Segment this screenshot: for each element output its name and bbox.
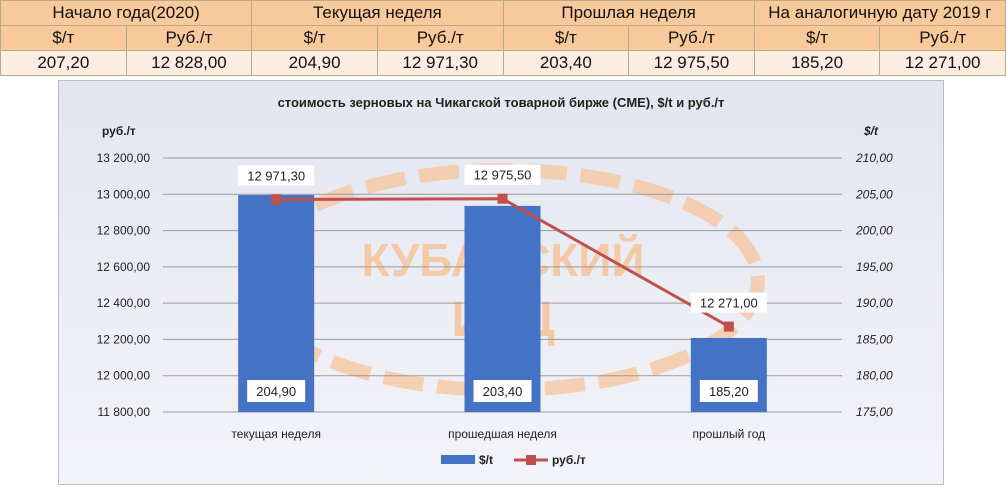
line-data-label: 12 971,30 — [247, 168, 305, 183]
bar-label-bg — [247, 380, 306, 402]
left-tick-label: 12 600,00 — [97, 260, 151, 274]
value-cell: 185,20 — [753, 50, 881, 76]
line-point — [271, 194, 282, 205]
value-cell: 204,90 — [251, 50, 378, 76]
bar-label-bg — [473, 380, 532, 402]
bar — [464, 205, 541, 412]
header-same-date-2019: На аналогичную дату 2019 г — [753, 0, 1006, 26]
line-label-bg — [690, 292, 767, 313]
unit-cell: Руб./т — [879, 25, 1006, 51]
left-tick-label: 12 200,00 — [97, 332, 151, 346]
value-cell: 12 971,30 — [376, 50, 504, 76]
left-axis-label: руб./т — [102, 124, 136, 138]
unit-cell: Руб./т — [628, 25, 755, 51]
line-point — [723, 321, 734, 332]
right-tick-label: 175,00 — [856, 405, 893, 419]
bar-data-label: 204,90 — [256, 384, 296, 399]
header-previous-week: Прошлая неделя — [502, 0, 755, 26]
category-label: прошедшая неделя — [448, 427, 557, 441]
header-year-start: Начало года(2020) — [0, 0, 253, 26]
right-tick-label: 205,00 — [855, 187, 893, 201]
line-data-label: 12 271,00 — [700, 296, 758, 311]
line-data-label: 12 975,50 — [474, 168, 532, 183]
right-tick-label: 185,00 — [856, 332, 893, 346]
left-tick-label: 12 400,00 — [97, 296, 151, 310]
right-tick-label: 180,00 — [856, 369, 893, 383]
table-header-row: Начало года(2020) Текущая неделя Прошлая… — [0, 0, 1006, 26]
unit-cell: Руб./т — [125, 25, 253, 51]
legend-line-marker — [526, 455, 536, 465]
legend-line-label: руб./т — [552, 453, 586, 467]
right-tick-label: 195,00 — [856, 260, 893, 274]
right-tick-label: 210,00 — [855, 151, 893, 165]
value-cell: 12 271,00 — [879, 50, 1006, 76]
unit-cell: $/т — [0, 25, 127, 51]
left-tick-label: 11 800,00 — [98, 405, 151, 419]
right-axis-label: $/t — [863, 124, 879, 138]
header-current-week: Текущая неделя — [251, 0, 504, 26]
value-cell: 207,20 — [0, 50, 127, 76]
bar-data-label: 185,20 — [709, 384, 749, 399]
table-units-row: $/т Руб./т $/т Руб./т $/т Руб./т $/т Руб… — [0, 25, 1006, 51]
table-values-row: 207,20 12 828,00 204,90 12 971,30 203,40… — [0, 50, 1006, 76]
category-label: текущая неделя — [231, 427, 321, 441]
line-point — [497, 193, 508, 204]
left-tick-label: 13 000,00 — [97, 187, 151, 201]
left-tick-label: 13 200,00 — [97, 151, 151, 165]
bar-data-label: 203,40 — [483, 384, 523, 399]
value-cell: 12 975,50 — [628, 50, 755, 76]
unit-cell: Руб./т — [376, 25, 504, 51]
value-cell: 203,40 — [502, 50, 630, 76]
right-tick-label: 200,00 — [855, 224, 893, 238]
price-table: Начало года(2020) Текущая неделя Прошлая… — [0, 0, 1006, 76]
unit-cell: $/т — [502, 25, 630, 51]
legend-bar-label: $/t — [479, 453, 493, 467]
unit-cell: $/т — [753, 25, 881, 51]
legend-bar-swatch — [441, 455, 475, 464]
chart-title: стоимость зерновых на Чикагской товарной… — [278, 95, 725, 110]
line-label-bg — [464, 164, 541, 185]
left-tick-label: 12 800,00 — [97, 224, 151, 238]
unit-cell: $/т — [251, 25, 378, 51]
bar-label-bg — [699, 380, 758, 402]
category-label: прошлый год — [692, 427, 765, 441]
left-tick-label: 12 000,00 — [97, 369, 151, 383]
value-cell: 12 828,00 — [125, 50, 253, 76]
bar — [238, 195, 315, 412]
line-label-bg — [238, 165, 315, 186]
right-tick-label: 190,00 — [856, 296, 893, 310]
